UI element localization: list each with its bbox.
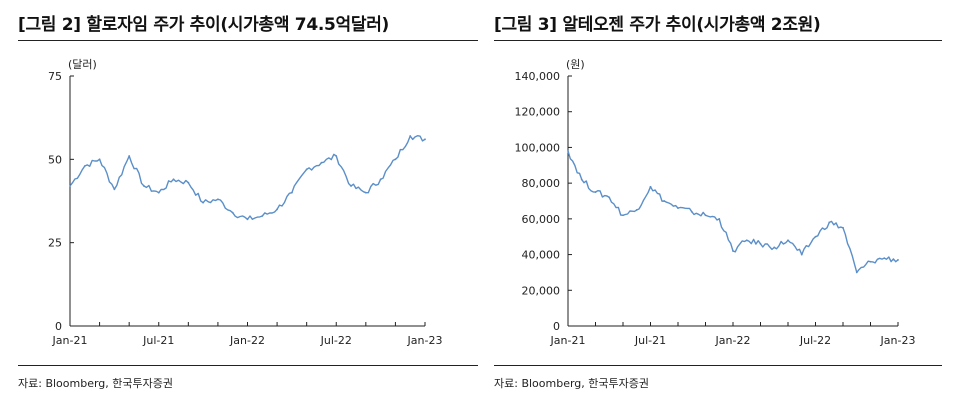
right-y-tick-label: 0 (553, 320, 560, 333)
right-y-tick-label: 140,000 (515, 70, 561, 83)
right-data-point (649, 185, 652, 188)
left-title-rule (18, 40, 478, 41)
left-y-tick-label: 0 (55, 320, 62, 333)
left-data-point (261, 215, 264, 217)
left-data-point (409, 135, 412, 137)
left-data-point (217, 198, 219, 201)
left-data-point (128, 155, 131, 157)
left-x-tick-label: Jul-21 (142, 334, 174, 347)
left-chart-panel: [그림 2] 할로자임 주가 추이(시가총액 74.5억달러) (달러) 0 25 5… (18, 0, 478, 405)
right-data-point (869, 260, 872, 263)
left-source-rule (18, 365, 478, 366)
left-data-point (98, 158, 101, 161)
left-x-tick-label: Jan-22 (229, 334, 265, 347)
left-x-tick-label: Jan-21 (52, 334, 88, 347)
right-y-tick-label: 100,000 (515, 141, 561, 154)
right-data-point (732, 250, 734, 252)
left-data-point (394, 158, 397, 161)
right-data-point (828, 221, 831, 224)
left-chart: (달러) 0 25 50 75 Jan-21 Jul-21 Jan-22 Jul-22 Jan-2… (48, 58, 443, 347)
left-data-point (364, 191, 367, 194)
right-x-tick-label: Jan-21 (550, 334, 586, 347)
left-data-point (246, 218, 249, 221)
right-data-point (800, 253, 803, 256)
left-data-point (231, 211, 234, 214)
left-source-note: 자료: Bloomberg, 한국투자증권 (18, 377, 173, 390)
right-unit-label: (원) (566, 58, 585, 71)
left-data-point (305, 168, 308, 171)
left-data-point (350, 185, 352, 187)
right-y-tick-label: 120,000 (515, 106, 561, 119)
right-data-point (773, 246, 776, 249)
left-y-tick-label: 50 (48, 153, 62, 166)
right-title-rule (494, 40, 942, 41)
left-x-tick-label: Jul-22 (320, 334, 352, 347)
right-data-point (745, 239, 748, 242)
right-data-point (580, 178, 583, 181)
right-x-tick-label: Jan-22 (715, 334, 751, 347)
left-data-point (290, 191, 293, 194)
right-x-tick-label: Jan-23 (880, 334, 916, 347)
right-y-tick-label: 20,000 (522, 284, 561, 297)
left-data-point (69, 185, 71, 187)
left-unit-label: (달러) (68, 58, 97, 71)
right-x-tick-label: Jul-21 (634, 334, 666, 347)
right-source-rule (494, 365, 942, 366)
left-data-point (143, 185, 145, 187)
left-y-tick-label: 75 (48, 70, 62, 83)
right-data-point (622, 214, 624, 217)
right-data-point (690, 210, 693, 213)
right-x-tick-label: Jul-22 (799, 334, 831, 347)
right-y-tick-label: 60,000 (522, 213, 561, 226)
left-data-point (172, 178, 175, 181)
right-data-point (663, 200, 666, 202)
left-data-point (379, 178, 382, 181)
right-data-point (787, 239, 789, 242)
right-source-note: 자료: Bloomberg, 한국투자증권 (494, 377, 649, 390)
right-data-point (567, 150, 569, 152)
left-data-point (276, 208, 278, 211)
left-data-point (320, 161, 323, 164)
left-x-tick-label: Jan-23 (407, 334, 443, 347)
right-y-tick-label: 80,000 (522, 177, 561, 190)
left-data-point (113, 188, 116, 191)
right-data-point (704, 214, 707, 217)
right-data-point (855, 271, 858, 274)
left-chart-title: [그림 2] 할로자임 주가 추이(시가총액 74.5억달러) (18, 15, 390, 35)
left-data-point (83, 165, 86, 167)
right-data-point (759, 242, 762, 245)
right-data-point (677, 207, 679, 210)
right-chart-title: [그림 3] 알테오젠 주가 추이(시가총액 2조원) (494, 15, 821, 35)
left-data-point (187, 181, 190, 184)
right-data-point (594, 191, 597, 193)
right-chart-panel: [그림 3] 알테오젠 주가 추이(시가총액 2조원) (원) 0 20,000 40… (494, 0, 942, 405)
right-chart: (원) 0 20,000 40,000 60,000 80,000 100,000 120,0… (515, 58, 916, 347)
right-data-point (897, 259, 899, 261)
left-y-tick-label: 25 (48, 237, 62, 250)
left-data-point (157, 191, 160, 194)
left-data-point (335, 155, 338, 157)
right-series-line (567, 150, 899, 274)
right-data-point (608, 196, 611, 199)
right-data-point (883, 257, 886, 260)
left-data-point (202, 201, 205, 204)
right-data-point (842, 226, 844, 229)
right-data-point (718, 217, 721, 220)
right-y-tick-label: 40,000 (522, 249, 561, 262)
left-data-point (424, 138, 426, 141)
left-series-line (69, 135, 426, 220)
right-data-point (635, 209, 638, 211)
right-data-point (814, 235, 817, 238)
